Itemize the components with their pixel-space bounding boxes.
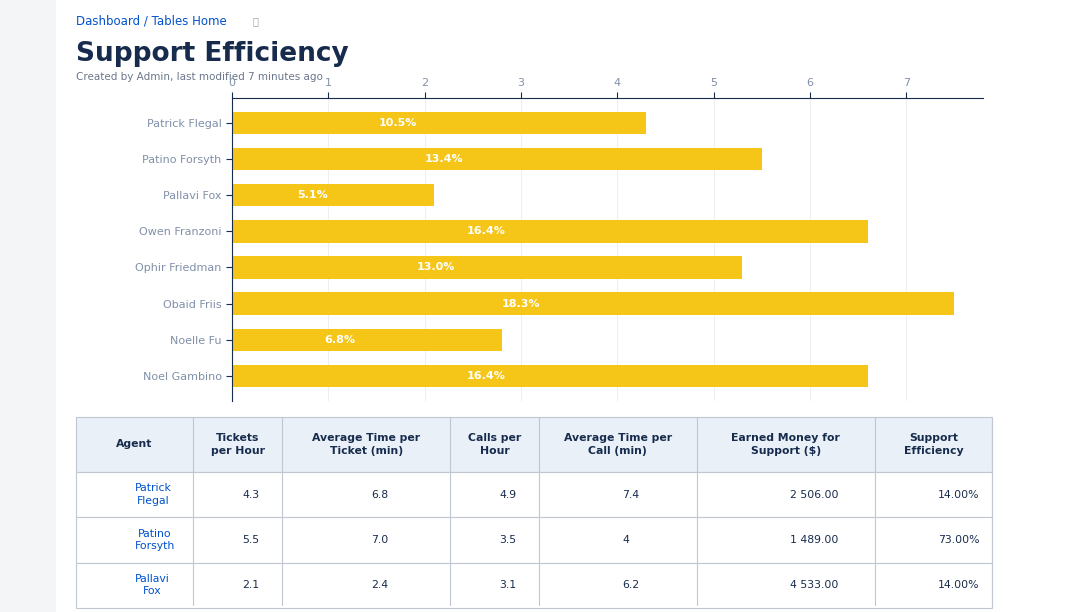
Text: 6.8%: 6.8% <box>324 335 356 345</box>
Text: 18.3%: 18.3% <box>502 299 540 308</box>
Text: Patino
Forsyth: Patino Forsyth <box>134 529 175 551</box>
Bar <box>232 256 743 278</box>
Text: Average Time per
Call (min): Average Time per Call (min) <box>564 433 672 455</box>
Text: 2.1: 2.1 <box>243 580 259 590</box>
Text: 2 506.00: 2 506.00 <box>790 490 839 499</box>
Text: ✕: ✕ <box>21 29 36 48</box>
Bar <box>232 184 435 206</box>
Text: »: » <box>24 305 33 319</box>
Bar <box>232 329 502 351</box>
Text: Created by Admin, last modified 7 minutes ago: Created by Admin, last modified 7 minute… <box>76 72 323 81</box>
Bar <box>76 417 992 472</box>
Text: 4 533.00: 4 533.00 <box>790 580 839 590</box>
Text: 6.2: 6.2 <box>622 580 640 590</box>
Text: 3.5: 3.5 <box>500 535 516 545</box>
Text: Calls per
Hour: Calls per Hour <box>468 433 521 455</box>
Text: Tickets
per Hour: Tickets per Hour <box>210 433 264 455</box>
Text: 3.1: 3.1 <box>500 580 516 590</box>
Bar <box>232 112 646 134</box>
Text: Pallavi
Fox: Pallavi Fox <box>134 574 169 596</box>
Text: 10.5%: 10.5% <box>378 118 417 128</box>
Text: Agent: Agent <box>116 439 153 449</box>
Bar <box>232 148 762 170</box>
Bar <box>232 293 954 315</box>
Text: 1 489.00: 1 489.00 <box>790 535 839 545</box>
Text: 7.0: 7.0 <box>371 535 388 545</box>
Text: 4: 4 <box>622 535 630 545</box>
Bar <box>76 517 992 562</box>
Text: 2.4: 2.4 <box>371 580 388 590</box>
Text: 5.1%: 5.1% <box>298 190 328 200</box>
Text: 4.9: 4.9 <box>500 490 516 499</box>
Text: 🔒: 🔒 <box>253 17 258 26</box>
Text: ▭: ▭ <box>21 80 36 95</box>
Text: 5.5: 5.5 <box>243 535 259 545</box>
Text: Support
Efficiency: Support Efficiency <box>904 433 964 455</box>
Bar <box>232 220 867 242</box>
Text: 4.3: 4.3 <box>243 490 259 499</box>
Text: 16.4%: 16.4% <box>467 226 506 236</box>
Text: 73.00%: 73.00% <box>938 535 980 545</box>
Text: 16.4%: 16.4% <box>467 371 506 381</box>
Text: 14.00%: 14.00% <box>938 490 980 499</box>
Text: 13.0%: 13.0% <box>417 263 455 272</box>
Text: 14.00%: 14.00% <box>938 580 980 590</box>
Bar <box>76 472 992 517</box>
Bar <box>232 365 867 387</box>
Text: ❝: ❝ <box>24 123 33 138</box>
Text: ⊞: ⊞ <box>22 166 35 181</box>
Text: Earned Money for
Support ($): Earned Money for Support ($) <box>732 433 840 455</box>
Text: 6.8: 6.8 <box>371 490 388 499</box>
Text: Dashboard / Tables Home: Dashboard / Tables Home <box>76 15 227 28</box>
Text: Support Efficiency: Support Efficiency <box>76 41 349 67</box>
Text: Patrick
Flegal: Patrick Flegal <box>134 483 171 506</box>
Text: ⚙: ⚙ <box>22 571 35 586</box>
Text: Average Time per
Ticket (min): Average Time per Ticket (min) <box>312 433 421 455</box>
Bar <box>76 562 992 608</box>
Text: 7.4: 7.4 <box>622 490 640 499</box>
Text: 13.4%: 13.4% <box>425 154 463 164</box>
